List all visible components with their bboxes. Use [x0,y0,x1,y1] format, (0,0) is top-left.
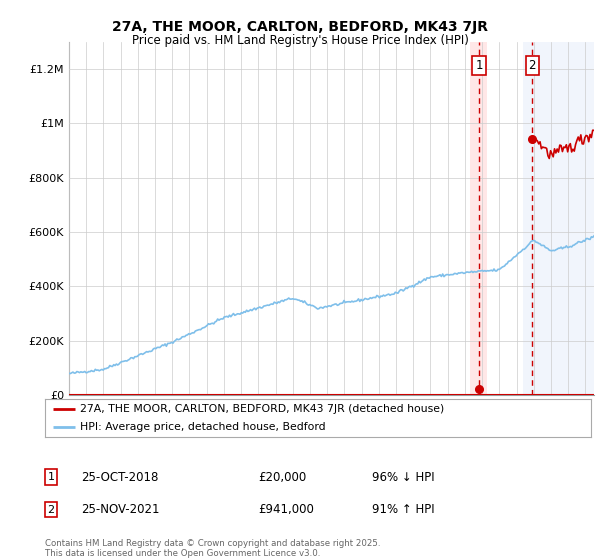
Text: £941,000: £941,000 [258,503,314,516]
Text: Price paid vs. HM Land Registry's House Price Index (HPI): Price paid vs. HM Land Registry's House … [131,34,469,46]
Bar [470,42,487,395]
Text: 96% ↓ HPI: 96% ↓ HPI [372,470,434,484]
Text: 25-OCT-2018: 25-OCT-2018 [81,470,158,484]
Text: 1: 1 [47,472,55,482]
Text: 91% ↑ HPI: 91% ↑ HPI [372,503,434,516]
Text: 2: 2 [47,505,55,515]
Text: 1: 1 [475,59,483,72]
Text: 25-NOV-2021: 25-NOV-2021 [81,503,160,516]
Text: HPI: Average price, detached house, Bedford: HPI: Average price, detached house, Bedf… [80,422,326,432]
Text: £20,000: £20,000 [258,470,306,484]
Bar [523,42,594,395]
Text: 27A, THE MOOR, CARLTON, BEDFORD, MK43 7JR: 27A, THE MOOR, CARLTON, BEDFORD, MK43 7J… [112,20,488,34]
Text: Contains HM Land Registry data © Crown copyright and database right 2025.
This d: Contains HM Land Registry data © Crown c… [45,539,380,558]
Text: 27A, THE MOOR, CARLTON, BEDFORD, MK43 7JR (detached house): 27A, THE MOOR, CARLTON, BEDFORD, MK43 7J… [80,404,445,414]
Text: 2: 2 [529,59,536,72]
